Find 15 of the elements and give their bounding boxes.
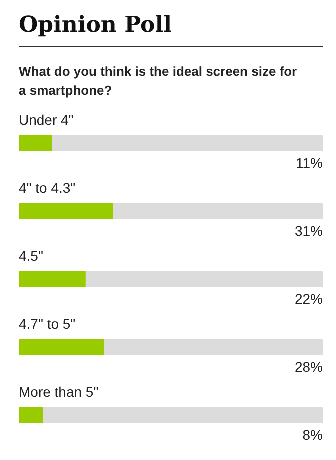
data-label: 8% xyxy=(302,427,323,443)
bar xyxy=(19,135,52,151)
y-tick-label: Under 4" xyxy=(19,112,74,128)
data-label: 22% xyxy=(294,291,323,307)
y-tick-label: 4.5" xyxy=(19,248,44,264)
data-label: 31% xyxy=(294,223,323,239)
bar xyxy=(19,407,44,423)
data-label: 28% xyxy=(294,359,323,375)
bar xyxy=(19,271,86,287)
data-label: 11% xyxy=(296,155,323,171)
chart-subtitle: What do you think is the ideal screen size for a smartphone? xyxy=(19,64,298,98)
y-tick-label: More than 5" xyxy=(19,384,99,400)
y-tick-label: 4.7" to 5" xyxy=(19,316,76,332)
chart-title: Opinion Poll xyxy=(19,12,172,38)
y-tick-label: 4" to 4.3" xyxy=(19,180,76,196)
